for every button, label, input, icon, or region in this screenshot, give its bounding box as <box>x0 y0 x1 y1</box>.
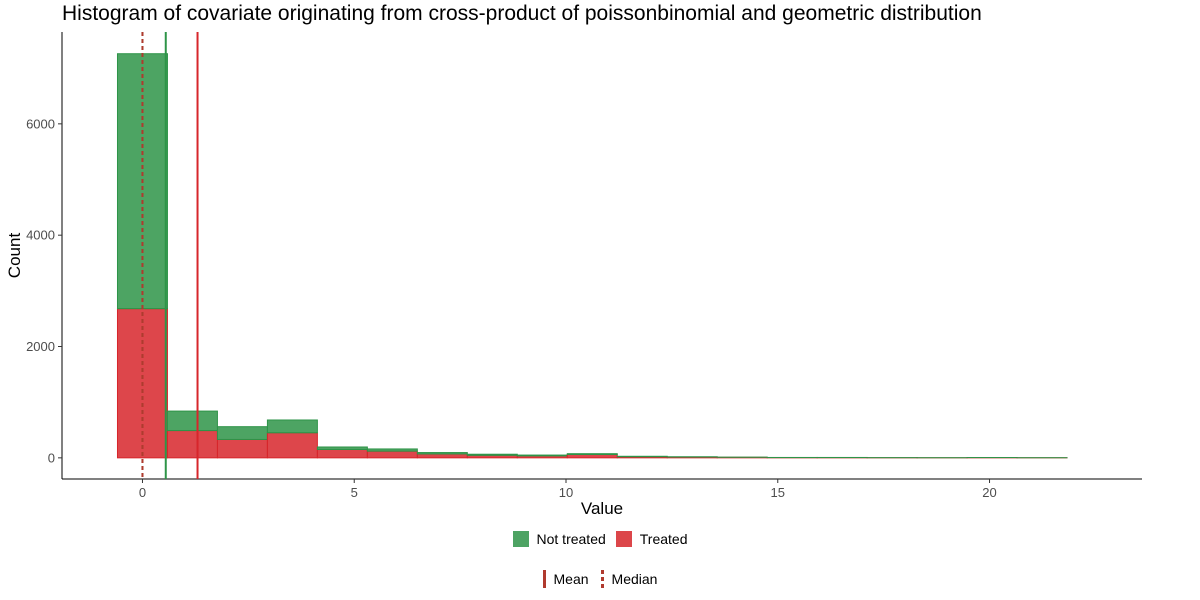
legend-item-median: Median <box>600 570 658 588</box>
bar-not-treated <box>216 426 268 440</box>
legend-label-median: Median <box>611 571 658 587</box>
bar-treated <box>216 438 268 459</box>
x-axis-label: Value <box>581 499 623 518</box>
chart-title: Histogram of covariate originating from … <box>62 2 982 25</box>
x-tick-label: 15 <box>771 485 785 500</box>
y-axis-label: Count <box>5 233 24 279</box>
bar-treated <box>316 448 368 459</box>
x-tick-label: 0 <box>139 485 146 500</box>
bar-not-treated <box>466 453 518 456</box>
y-tick-label: 2000 <box>26 339 55 354</box>
bar-not-treated <box>366 448 418 452</box>
fill-legend: Not treated Treated <box>0 531 1200 547</box>
bar-treated <box>266 432 318 459</box>
line-legend: Mean Median <box>0 570 1200 588</box>
y-tick-label: 6000 <box>26 116 55 131</box>
y-tick-label: 4000 <box>26 228 55 243</box>
bar-treated <box>166 430 218 459</box>
not-treated-swatch <box>512 531 529 547</box>
legend-item-mean: Mean <box>542 570 589 588</box>
x-tick-label: 20 <box>982 485 996 500</box>
treated-swatch <box>615 531 632 547</box>
legend-label-not-treated: Not treated <box>536 531 606 547</box>
legend-label-treated: Treated <box>639 531 688 547</box>
bar-not-treated <box>266 419 318 434</box>
x-tick-label: 10 <box>559 485 573 500</box>
bar-not-treated <box>516 454 568 457</box>
bar-not-treated <box>166 410 218 432</box>
bar-treated <box>416 453 468 459</box>
bar-treated <box>366 450 418 459</box>
bar-not-treated <box>566 453 618 456</box>
y-tick-label: 0 <box>48 450 55 465</box>
bar-not-treated <box>416 452 468 455</box>
bar-treated <box>566 454 618 459</box>
x-tick-label: 5 <box>351 485 358 500</box>
median-line-key <box>600 570 604 588</box>
legend-item-not-treated: Not treated <box>512 531 606 547</box>
legend-label-mean: Mean <box>553 571 589 587</box>
bar-not-treated <box>316 446 368 450</box>
legend-item-treated: Treated <box>615 531 688 547</box>
mean-line-key <box>542 570 546 588</box>
